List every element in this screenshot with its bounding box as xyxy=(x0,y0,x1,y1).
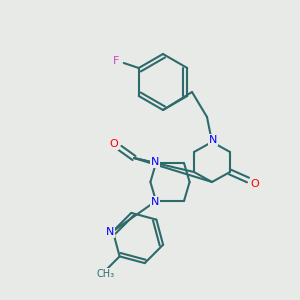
Text: N: N xyxy=(151,197,159,207)
Text: N: N xyxy=(106,227,114,237)
Text: F: F xyxy=(112,56,119,66)
Text: CH₃: CH₃ xyxy=(96,268,115,278)
Text: O: O xyxy=(250,179,260,189)
Text: N: N xyxy=(209,135,217,145)
Text: O: O xyxy=(110,139,118,149)
Text: N: N xyxy=(151,157,159,167)
